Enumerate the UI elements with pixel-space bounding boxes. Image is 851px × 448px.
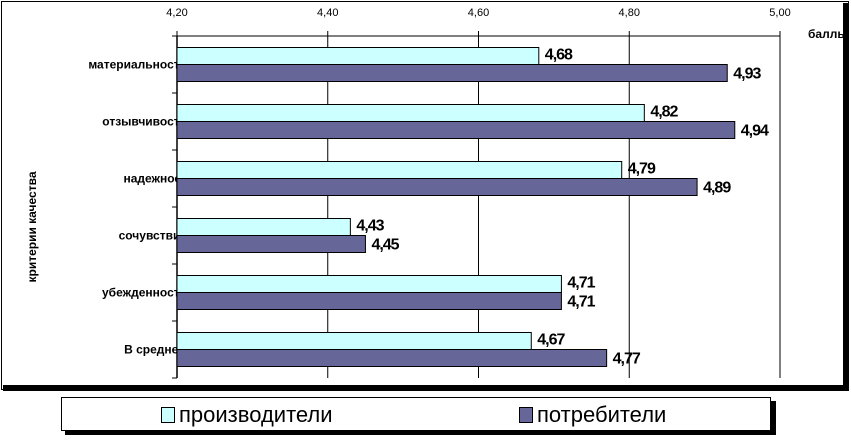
bar-producers — [176, 161, 623, 179]
x-tick-label: 4,40 — [317, 7, 338, 19]
bar-producers — [176, 275, 562, 293]
bar-producers — [176, 47, 540, 65]
bar-producers — [176, 332, 532, 350]
data-label: 4,89 — [703, 180, 731, 197]
legend-shadow — [65, 431, 776, 435]
category-label: отзывчивость — [102, 115, 187, 129]
x-tick-label: 4,60 — [468, 7, 489, 19]
bar-consumers — [176, 349, 608, 367]
x-tick-label: 4,80 — [619, 7, 640, 19]
data-label: 4,68 — [545, 47, 573, 64]
data-label: 4,79 — [628, 161, 656, 178]
category-label: материальность — [88, 58, 187, 72]
bar-consumers — [176, 292, 562, 310]
category-label: убежденность — [102, 286, 187, 300]
legend-item-producers: производители — [161, 402, 333, 428]
data-label: 4,71 — [567, 294, 595, 311]
legend-label-producers: производители — [179, 402, 333, 427]
data-label: 4,94 — [741, 123, 769, 140]
legend-swatch-producers — [161, 407, 175, 423]
category-label: сочувствие — [119, 229, 188, 243]
y-axis-title: критерии качества — [25, 171, 39, 282]
data-label: 4,77 — [613, 351, 641, 368]
bar-consumers — [176, 235, 366, 253]
x-tick-label: 4,20 — [166, 7, 187, 19]
chart-frame-shadow — [3, 385, 849, 391]
data-label: 4,45 — [371, 237, 399, 254]
legend-item-consumers: потребители — [519, 402, 666, 428]
data-label: 4,82 — [650, 104, 678, 121]
legend-swatch-consumers — [519, 407, 533, 423]
category-label: надежност — [123, 172, 187, 186]
bar-consumers — [176, 121, 736, 139]
chart-frame-shadow — [843, 3, 849, 391]
data-label: 4,71 — [567, 275, 595, 292]
x-tick-label: 5,00 — [769, 7, 790, 19]
chart-frame — [1, 1, 849, 390]
bar-chart: 4,20 4,40 4,60 4,80 5,00 баллы критерии качест… — [25, 7, 848, 379]
legend-label-consumers: потребители — [537, 402, 667, 427]
chart-legend: производители потребители — [61, 397, 771, 431]
bar-producers — [176, 218, 351, 236]
category-label: В среднем — [124, 343, 187, 357]
x-axis-title: баллы — [808, 27, 848, 41]
data-label: 4,93 — [733, 66, 761, 83]
legend-shadow — [771, 401, 776, 435]
data-label: 4,43 — [356, 218, 384, 235]
bar-consumers — [176, 178, 698, 196]
data-label: 4,67 — [537, 332, 565, 349]
bar-consumers — [176, 64, 728, 82]
bar-producers — [176, 104, 645, 122]
